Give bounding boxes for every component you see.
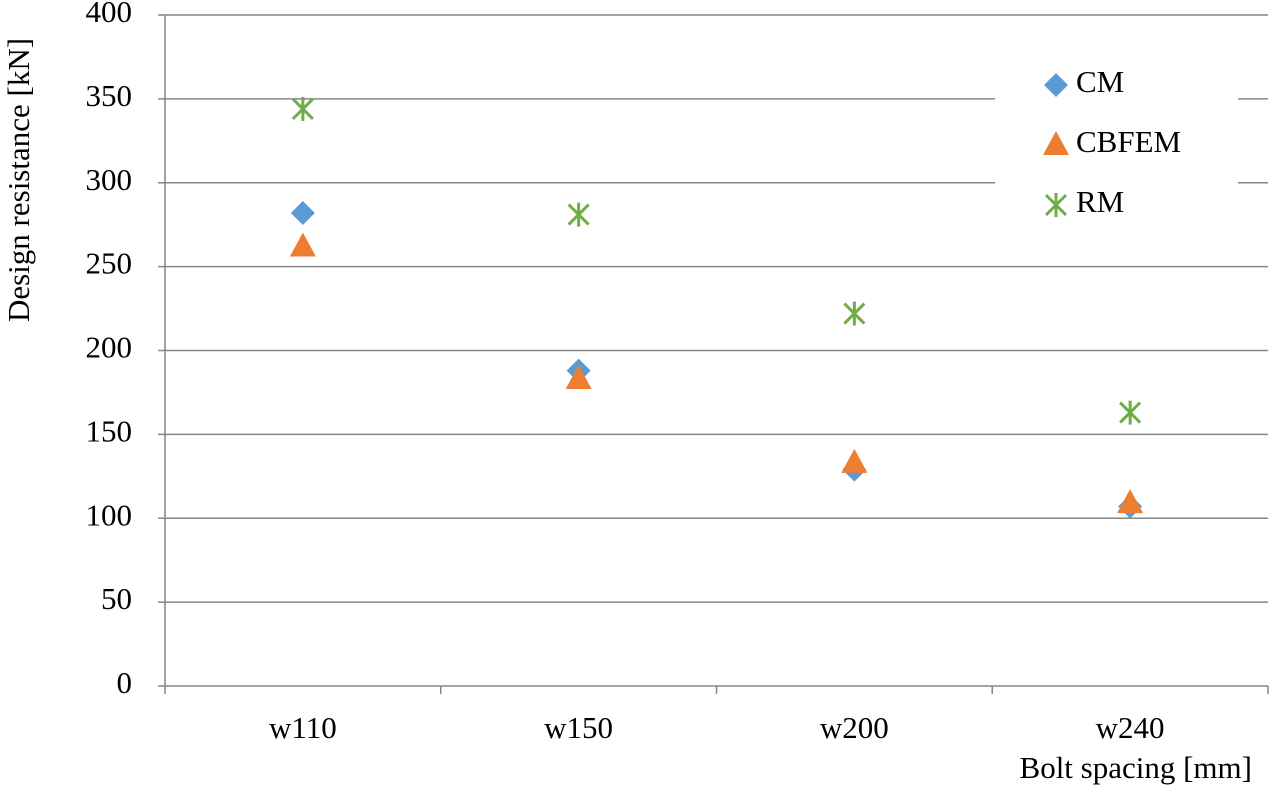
legend-entry: RM — [1044, 184, 1124, 219]
legend: CM CBFEM RM — [995, 58, 1238, 226]
legend-entry: CBFEM — [1043, 124, 1181, 159]
point — [289, 232, 316, 257]
y-tick-label: 300 — [86, 162, 133, 197]
y-tick-label: 100 — [86, 497, 133, 532]
legend-box — [995, 58, 1238, 226]
y-axis-label: Design resistance [kN] — [1, 38, 36, 322]
point — [291, 96, 314, 121]
legend-label: RM — [1076, 184, 1124, 219]
point — [843, 301, 866, 326]
y-tick-label: 200 — [86, 330, 133, 365]
legend-entry: CM — [1044, 64, 1124, 99]
legend-label: CM — [1076, 64, 1124, 99]
y-tick-label: 0 — [117, 665, 133, 700]
y-tick-label: 350 — [86, 78, 133, 113]
point — [841, 448, 868, 473]
y-tick-label: 250 — [86, 246, 133, 281]
legend-marker — [1044, 193, 1068, 217]
legend-marker — [1044, 73, 1068, 97]
y-tick-label: 400 — [86, 0, 133, 29]
x-tick-label: w240 — [1096, 710, 1165, 745]
point — [565, 365, 592, 390]
x-axis-label: Bolt spacing [mm] — [1020, 750, 1252, 785]
x-tick-label: w110 — [269, 710, 337, 745]
x-tick-label: w150 — [544, 710, 613, 745]
point — [290, 200, 315, 225]
legend-marker — [1043, 131, 1069, 155]
point — [567, 202, 590, 227]
point — [1117, 489, 1144, 514]
y-tick-label: 150 — [86, 413, 133, 448]
x-tick-label: w200 — [820, 710, 889, 745]
point — [1119, 400, 1142, 425]
y-tick-label: 50 — [101, 581, 132, 616]
legend-label: CBFEM — [1076, 124, 1181, 159]
